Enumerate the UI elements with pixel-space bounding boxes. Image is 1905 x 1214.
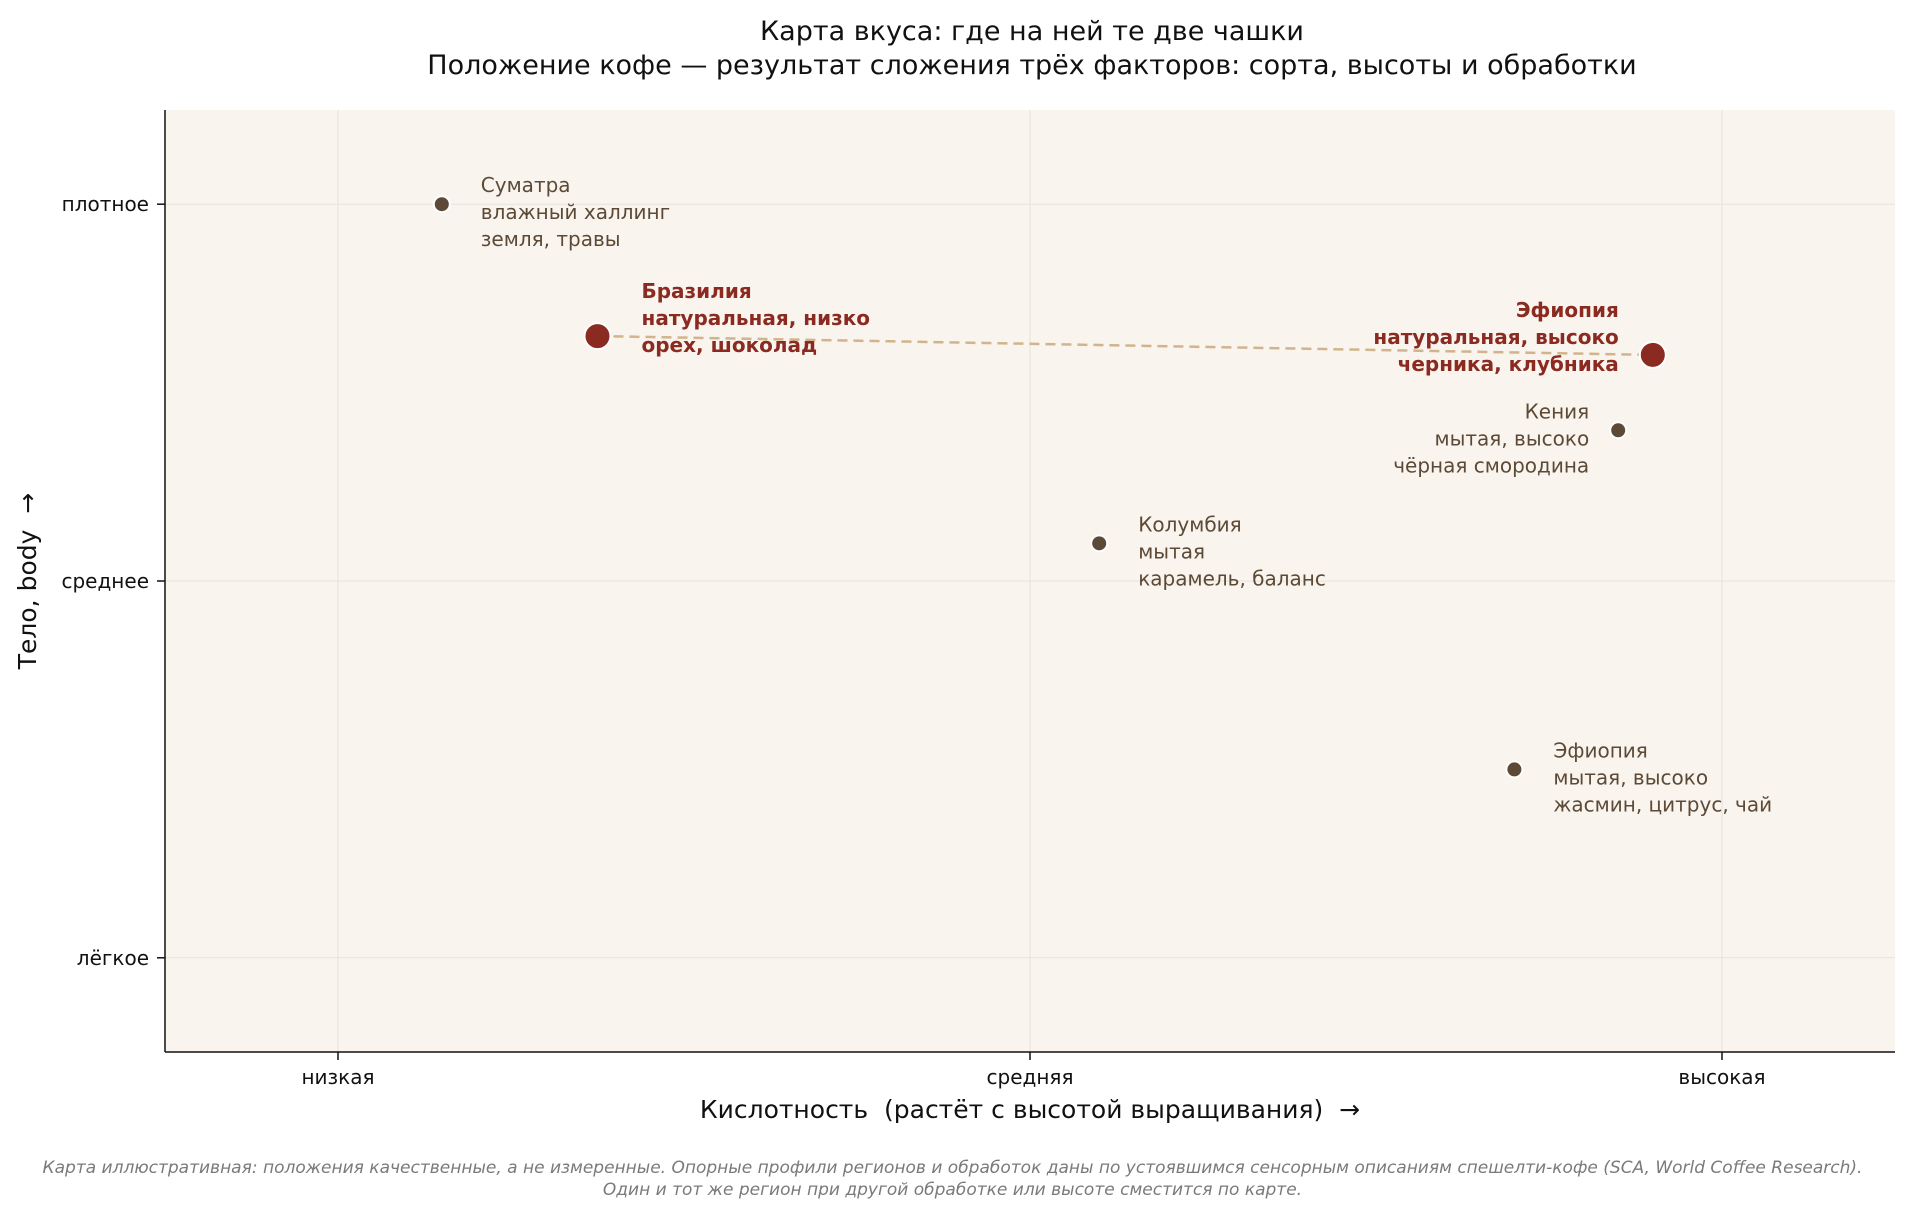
point-label: натуральная, низко (642, 306, 871, 330)
point-label: жасмин, цитрус, чай (1553, 792, 1772, 816)
point-label: натуральная, высоко (1373, 325, 1618, 349)
point-label: орех, шоколад (642, 333, 818, 357)
point-label: Эфиопия (1516, 298, 1619, 322)
data-point (1505, 760, 1524, 779)
point-label: Суматра (481, 173, 571, 197)
point-label: карамель, баланс (1138, 566, 1326, 590)
ticks-layer: низкая средняя высокая лёгкое среднее плотное (61, 192, 1765, 1089)
data-point (432, 195, 451, 214)
point-label: Эфиопия (1553, 738, 1647, 762)
point-label: Колумбия (1138, 512, 1242, 536)
x-tick-label: низкая (301, 1065, 374, 1089)
data-point (1090, 534, 1109, 553)
point-label: влажный халлинг (481, 200, 670, 224)
point-label: земля, травы (481, 227, 621, 251)
y-axis-label: Тело, body → (13, 493, 42, 671)
highlight-point (583, 322, 612, 351)
point-label: Кения (1525, 399, 1590, 423)
x-tick-label: средняя (987, 1065, 1074, 1089)
chart-subtitle: Положение кофе — результат сложения трёх… (427, 50, 1636, 81)
point-label: Бразилия (642, 279, 752, 303)
y-tick-label: плотное (62, 192, 149, 216)
y-tick-label: лёгкое (77, 946, 149, 970)
grid-lines (165, 110, 1895, 1052)
highlight-point (1638, 340, 1667, 369)
data-point (1609, 421, 1628, 440)
point-label: мытая (1138, 539, 1205, 563)
point-labels-layer: Суматра влажный халлинг земля, травы Бразил… (481, 173, 1772, 816)
points-layer (432, 195, 1667, 779)
x-axis-label: Кислотность (растёт с высотой выращивани… (700, 1095, 1360, 1124)
chart-title: Карта вкуса: где на ней те две чашки (760, 16, 1304, 47)
point-label: мытая, высоко (1435, 426, 1590, 450)
point-label: черника, клубника (1398, 352, 1619, 376)
x-tick-label: высокая (1678, 1065, 1765, 1089)
point-label: мытая, высоко (1553, 765, 1708, 789)
y-tick-label: среднее (61, 569, 149, 593)
point-label: чёрная смородина (1393, 453, 1589, 477)
footnote: Карта иллюстративная: положения качестве… (42, 1158, 1863, 1200)
